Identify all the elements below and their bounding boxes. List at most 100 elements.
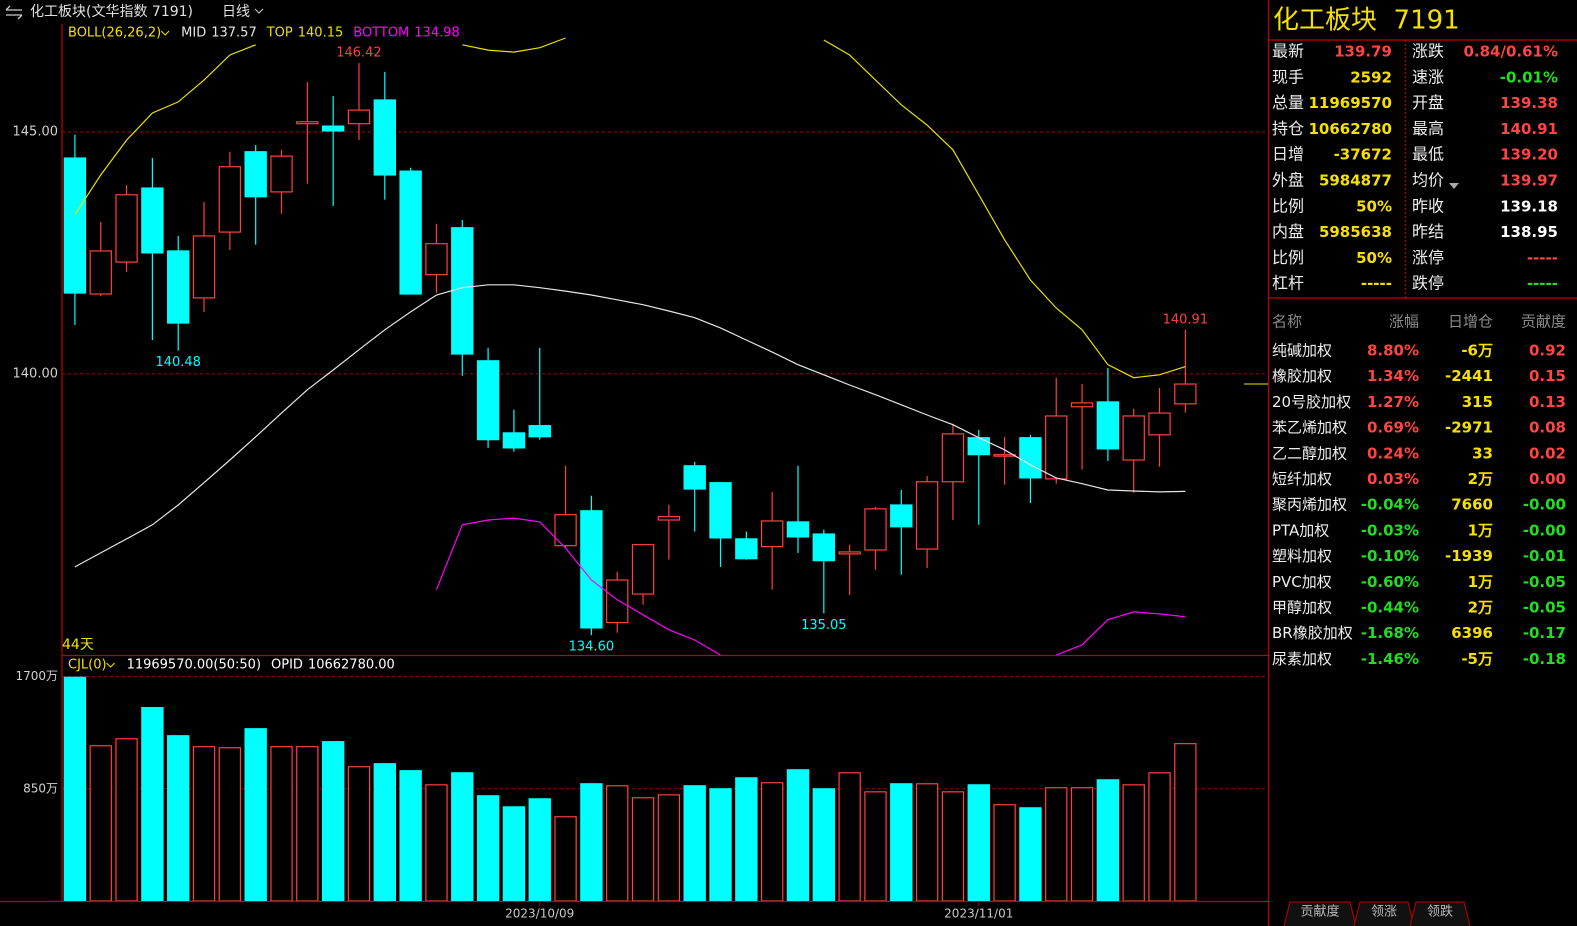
constituent-value: -0.17 [1523,624,1566,642]
constituent-value: -6万 [1461,342,1493,360]
quote-value: 11969570 [1309,94,1393,112]
extreme-label: 134.60 [569,640,615,655]
quote-label: 总量 [1272,93,1304,112]
constituent-name[interactable]: PTA加权 [1272,521,1329,539]
constituent-value: 0.69% [1367,419,1419,437]
candle-body [167,250,190,324]
volume-bar [631,797,655,901]
candle-body [993,454,1016,457]
quote-value: ----- [1361,275,1392,293]
legend-name: BOTTOM [353,26,409,41]
volume-bar [167,735,190,901]
constituent-value: 2万 [1468,470,1493,488]
quote-value: 5984877 [1319,172,1392,190]
constituent-name[interactable]: 塑料加权 [1272,547,1332,565]
constituent-value: -0.05 [1523,573,1566,591]
quote-value: 138.95 [1500,223,1558,241]
period-selector[interactable]: 日线 [222,4,250,20]
volume-bar [296,746,319,901]
constituent-value: -5万 [1461,650,1493,668]
constituent-value: 315 [1462,393,1493,411]
constituent-name[interactable]: 苯乙烯加权 [1272,419,1347,437]
candle-body [1019,437,1042,479]
candle-body [425,243,448,276]
volume-bar [399,770,422,901]
volume-bar [1174,743,1197,901]
constituent-value: 0.02 [1529,444,1566,462]
constituent-value: 0.92 [1529,342,1566,360]
volume-bar [993,804,1016,901]
quote-label: 比例 [1272,248,1304,267]
volume-bar [244,728,267,901]
quote-label: 比例 [1272,196,1304,215]
indicator-name[interactable]: BOLL(26,26,2) [68,26,161,41]
constituent-value: 0.24% [1367,444,1419,462]
constituent-value: -0.60% [1361,573,1419,591]
constituent-value: -0.00 [1523,496,1566,514]
extreme-label: 140.48 [155,355,201,370]
constituent-value: -0.00 [1523,521,1566,539]
constituent-name[interactable]: 聚丙烯加权 [1272,496,1347,514]
dropdown-arrow[interactable] [160,30,170,36]
candle-body [296,121,319,125]
constituent-value: 33 [1472,444,1493,462]
tab[interactable]: 领涨 [1371,905,1397,920]
tab[interactable]: 贡献度 [1300,904,1339,920]
candle-body [760,520,784,548]
volume-bar [890,783,913,901]
volume-bar [915,783,939,901]
volume-bar [554,816,577,901]
constituent-name[interactable]: PVC加权 [1272,573,1332,591]
volume-bar [425,784,448,901]
quote-value: 139.97 [1500,172,1558,190]
constituent-value: -2441 [1445,367,1493,385]
candle-body [890,504,913,528]
volume-bar [476,795,500,901]
dropdown-arrow[interactable] [254,8,264,14]
quote-label: 开盘 [1412,93,1444,112]
candle-body [941,433,965,483]
y-tick-label: 850万 [23,781,58,795]
boll-line [74,37,1186,379]
constituent-name[interactable]: 甲醇加权 [1272,599,1332,617]
constituent-value: 1.34% [1367,367,1419,385]
constituent-value: -0.01 [1523,547,1566,565]
constituent-name[interactable]: 20号胶加权 [1272,393,1351,411]
candle-body [399,170,422,295]
y-tick-label: 1700万 [15,669,58,683]
constituent-value: 1万 [1468,573,1493,591]
quote-value: 139.20 [1500,146,1558,164]
candle-body [709,482,732,539]
constituent-name[interactable]: BR橡胶加权 [1272,624,1353,642]
quote-value: 10662780 [1309,120,1393,138]
volume-bar [528,798,551,901]
indicator-name[interactable]: CJL(0) [68,658,107,673]
volume-bar [1122,784,1145,901]
volume-bar [1148,772,1171,901]
candle-body [1174,383,1197,405]
tab[interactable]: 领跌 [1427,904,1453,920]
quote-value: ----- [1527,249,1558,267]
quote-value: -0.01% [1500,68,1558,86]
candle-body [838,551,861,555]
sort-icon[interactable] [1449,183,1459,189]
volume-bar [1045,787,1068,901]
quote-value: 139.18 [1500,197,1558,215]
constituent-name[interactable]: 乙二醇加权 [1272,444,1347,462]
volume-bar [63,676,87,901]
constituent-name[interactable]: 橡胶加权 [1272,367,1332,385]
constituent-value: -0.18 [1523,650,1566,668]
quote-value: 140.91 [1500,120,1558,138]
volume-bar [967,784,990,901]
volume-bar [1019,807,1042,901]
constituent-name[interactable]: 短纤加权 [1272,470,1332,488]
constituent-name[interactable]: 纯碱加权 [1272,342,1332,360]
constituent-name[interactable]: 尿素加权 [1272,650,1332,668]
dropdown-arrow[interactable] [106,662,115,668]
candle-body [1122,415,1145,461]
volume-bar [347,766,371,901]
volume-bar [760,782,784,901]
legend-name: TOP [266,26,293,41]
quote-label: 跌停 [1412,274,1444,293]
